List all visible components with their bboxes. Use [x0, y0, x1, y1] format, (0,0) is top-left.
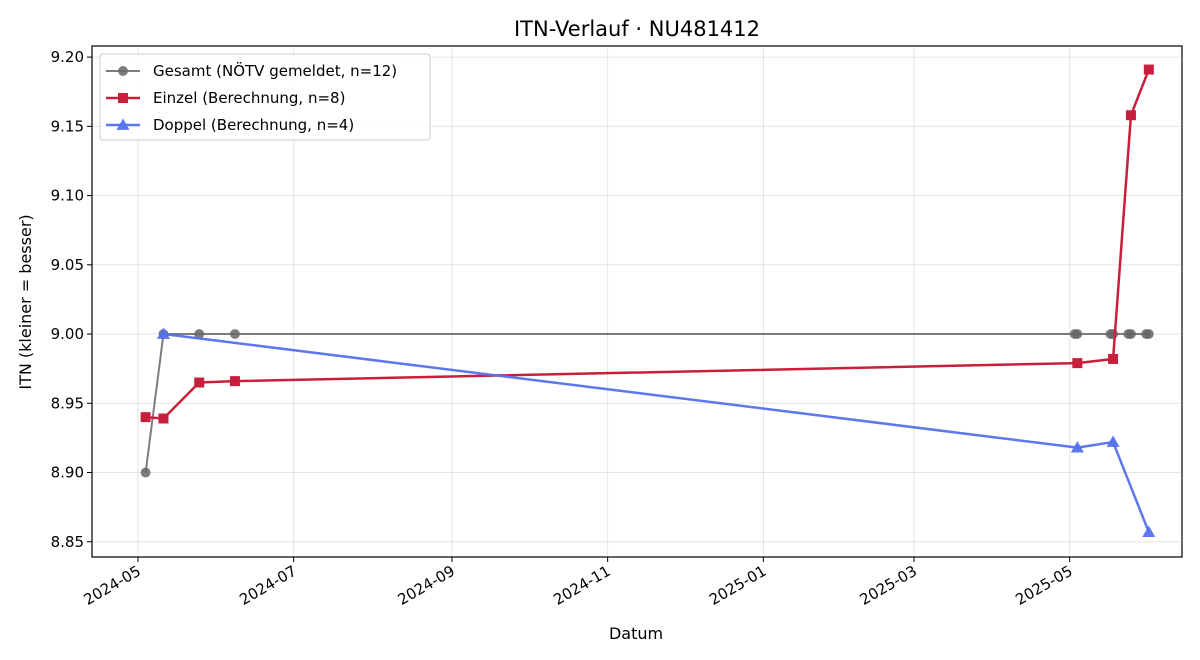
legend-label: Gesamt (NÖTV gemeldet, n=12) — [153, 61, 397, 80]
y-tick-label: 9.05 — [51, 256, 84, 274]
chart-title: ITN-Verlauf · NU481412 — [514, 17, 760, 41]
legend-swatch-marker — [118, 66, 128, 76]
series-2-point — [194, 377, 205, 388]
series-3 — [156, 327, 1156, 537]
legend-label: Einzel (Berechnung, n=8) — [153, 89, 345, 107]
series-2-point — [140, 412, 151, 423]
series-1-point — [140, 467, 151, 478]
series-1-point — [1108, 329, 1119, 339]
series-2-point — [1125, 110, 1136, 121]
series-2-point — [1143, 64, 1154, 75]
y-tick-label: 9.00 — [51, 325, 84, 343]
y-tick-label: 9.20 — [51, 48, 84, 66]
series-3-point — [1142, 525, 1156, 537]
series-layer — [140, 64, 1156, 537]
legend: Gesamt (NÖTV gemeldet, n=12) Einzel (Bere… — [99, 53, 431, 141]
series-2-point — [229, 376, 240, 387]
series-2-point — [1108, 353, 1119, 364]
series-1-point — [230, 329, 240, 339]
legend-frame — [99, 53, 431, 141]
y-tick-label: 8.85 — [51, 533, 84, 551]
y-tick-label: 9.15 — [51, 117, 84, 135]
y-axis-ticks: 8.85 8.90 8.95 9.00 9.05 9.10 9.15 9.20 — [51, 48, 92, 551]
series-1-point — [1072, 329, 1083, 339]
legend-swatch-marker — [118, 93, 128, 103]
x-axis-label: Datum — [609, 624, 663, 643]
series-1-point — [1125, 329, 1136, 339]
y-axis-label: ITN (kleiner = besser) — [16, 214, 35, 389]
series-1-point — [1143, 329, 1154, 339]
series-2-point — [158, 413, 169, 424]
plot-area-frame — [91, 45, 1183, 558]
series-2-point — [1072, 358, 1083, 369]
series-1-point — [194, 329, 205, 339]
series-3-point — [156, 327, 170, 339]
series-3-point — [1070, 441, 1084, 453]
legend-swatch-marker — [116, 118, 130, 130]
series-2 — [140, 64, 1154, 424]
series-2-line — [145, 69, 1150, 420]
y-tick-label: 8.95 — [51, 394, 84, 412]
legend-label: Doppel (Berechnung, n=4) — [153, 116, 354, 134]
series-3-point — [1106, 435, 1120, 447]
y-tick-label: 8.90 — [51, 464, 84, 482]
series-3-line — [163, 332, 1150, 533]
y-tick-label: 9.10 — [51, 187, 84, 205]
